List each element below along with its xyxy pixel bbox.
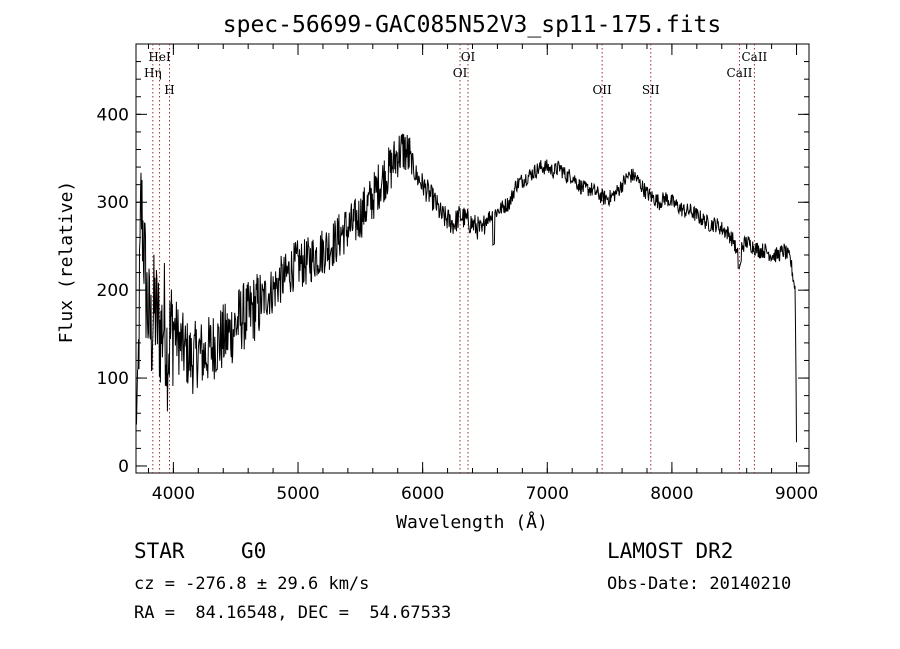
y-tick-label: 300 [97, 193, 129, 213]
x-tick-label: 9000 [775, 484, 818, 504]
spectrum-series [135, 133, 797, 443]
line-label: CaII [727, 66, 753, 80]
line-label: CaII [741, 50, 767, 64]
x-tick-label: 4000 [152, 484, 195, 504]
x-tick-label: 8000 [650, 484, 693, 504]
y-tick-label: 0 [118, 457, 129, 477]
line-label: OI [453, 66, 468, 80]
line-label: Hη [144, 66, 162, 80]
minor-ticks [136, 43, 809, 473]
major-ticks [136, 44, 809, 473]
chart-title: spec-56699-GAC085N52V3_sp11-175.fits [223, 12, 722, 38]
line-label: H [164, 83, 174, 97]
plot-frame [135, 43, 810, 474]
y-tick-label: 200 [97, 281, 129, 301]
x-axis-label: Wavelength (Å) [396, 511, 548, 533]
line-labels: Hη HeI H OI OI OII SII CaII CaII [144, 50, 768, 97]
x-tick-label: 7000 [526, 484, 569, 504]
observation-date: Obs-Date: 20140210 [607, 574, 792, 594]
survey-name: LAMOST DR2 [607, 539, 734, 563]
coordinates: RA = 84.16548, DEC = 54.67533 [134, 603, 452, 623]
y-tick-label: 400 [97, 105, 129, 125]
x-tick-label: 6000 [401, 484, 444, 504]
y-tick-labels: 0 100 200 300 400 [97, 105, 129, 477]
y-axis-label: Flux (relative) [56, 181, 77, 344]
line-label: OII [592, 83, 612, 97]
x-tick-label: 5000 [276, 484, 319, 504]
redshift-velocity: cz = -276.8 ± 29.6 km/s [134, 574, 370, 594]
y-tick-label: 100 [97, 369, 129, 389]
object-subclass: G0 [241, 539, 267, 563]
line-label: OI [461, 50, 476, 64]
line-label: HeI [148, 50, 171, 64]
object-type: STAR [134, 539, 185, 563]
x-tick-labels: 4000 5000 6000 7000 8000 9000 [152, 484, 818, 504]
line-label: SII [642, 83, 660, 97]
line-markers [152, 44, 755, 473]
